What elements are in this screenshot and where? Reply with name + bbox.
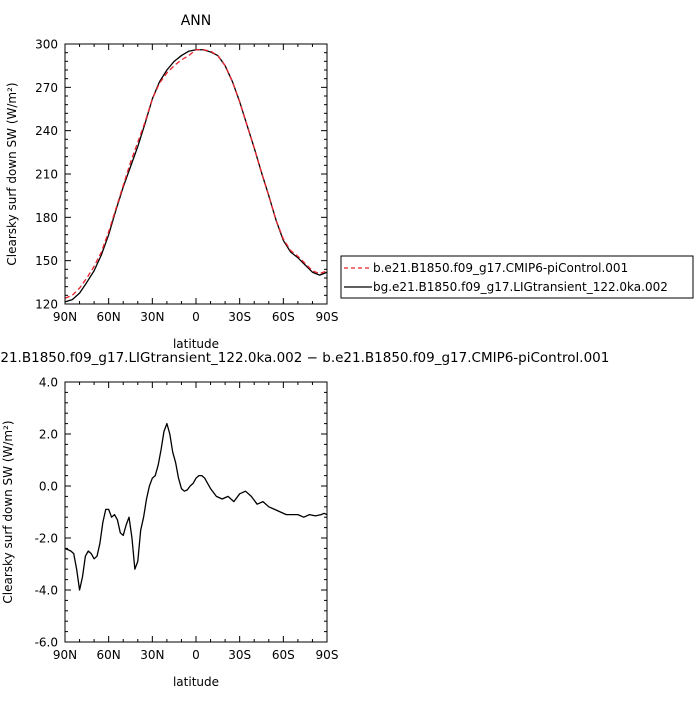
panel-bottom-frame xyxy=(64,381,328,643)
panel-bottom-y-axis: -6.0 -4.0 -2.0 0.0 2.0 4.0 xyxy=(35,376,327,650)
y-tick-label: -6.0 xyxy=(35,636,58,650)
legend-box xyxy=(340,255,694,299)
panel-top-xlabel: latitude xyxy=(173,337,219,351)
panel-bottom-ylabel: Clearsky surf down SW (W/m²) xyxy=(1,420,15,603)
y-tick-label: 2.0 xyxy=(39,428,58,442)
panel-bottom-xlabel: latitude xyxy=(173,675,219,689)
y-tick-label: 0.0 xyxy=(39,480,58,494)
x-tick-label: 60S xyxy=(272,310,295,324)
panel-top: ANN Clearsky surf down SW (W/m²) latitud… xyxy=(5,13,338,351)
x-tick-label: 60N xyxy=(97,310,121,324)
x-tick-label: 0 xyxy=(192,310,200,324)
panel-bottom-title: bg.e21.B1850.f09_g17.LIGtransient_122.0k… xyxy=(0,350,609,366)
series-line-0-0 xyxy=(64,49,328,299)
x-tick-label: 90S xyxy=(316,310,339,324)
y-tick-label: 240 xyxy=(35,124,58,138)
panel-top-frame xyxy=(64,43,328,305)
y-tick-label: 270 xyxy=(35,81,58,95)
y-tick-label: 150 xyxy=(35,254,58,268)
x-tick-label: 60N xyxy=(97,648,121,662)
y-tick-label: 300 xyxy=(35,38,58,52)
legend-label-picontrol: b.e21.B1850.f09_g17.CMIP6-piControl.001 xyxy=(373,261,628,275)
y-tick-label: 4.0 xyxy=(39,376,58,390)
panel-bottom-x-axis: 90N 60N 30N 0 30S 60S 90S xyxy=(53,382,339,662)
y-tick-label: -4.0 xyxy=(35,584,58,598)
x-tick-label: 30N xyxy=(140,310,164,324)
y-tick-label: 210 xyxy=(35,168,58,182)
series-line-0-1 xyxy=(64,49,328,303)
x-tick-label: 90N xyxy=(53,310,77,324)
y-tick-label: -2.0 xyxy=(35,532,58,546)
panel-bottom: bg.e21.B1850.f09_g17.LIGtransient_122.0k… xyxy=(0,350,609,689)
panel-top-title: ANN xyxy=(181,13,212,29)
panel-top-ylabel: Clearsky surf down SW (W/m²) xyxy=(5,82,19,265)
x-tick-label: 90S xyxy=(316,648,339,662)
legend: b.e21.B1850.f09_g17.CMIP6-piControl.001 … xyxy=(340,255,694,299)
x-tick-label: 30S xyxy=(228,310,251,324)
y-tick-label: 180 xyxy=(35,211,58,225)
panel-bottom-series xyxy=(64,422,328,591)
panel-top-x-axis: 90N 60N 30N 0 30S 60S 90S xyxy=(53,44,339,324)
y-tick-label: 120 xyxy=(35,298,58,312)
x-tick-label: 90N xyxy=(53,648,77,662)
x-tick-label: 60S xyxy=(272,648,295,662)
x-tick-label: 0 xyxy=(192,648,200,662)
series-line-1-0 xyxy=(64,422,328,591)
panel-top-series xyxy=(64,49,328,303)
x-tick-label: 30N xyxy=(140,648,164,662)
panel-top-y-axis: 120 150 180 210 240 270 300 xyxy=(35,38,327,312)
legend-label-ligtransient: bg.e21.B1850.f09_g17.LIGtransient_122.0k… xyxy=(373,280,668,294)
x-tick-label: 30S xyxy=(228,648,251,662)
